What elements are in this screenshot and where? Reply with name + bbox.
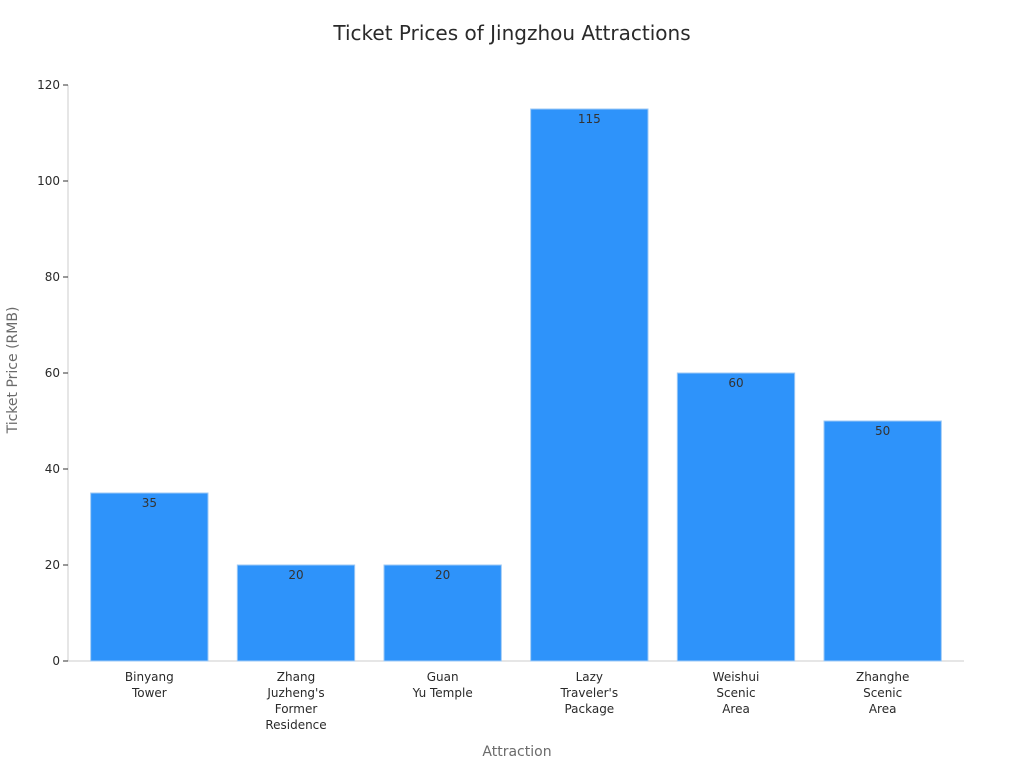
x-tick-label-line: Binyang	[125, 670, 174, 684]
x-tick-label-line: Former	[275, 702, 318, 716]
bars	[90, 108, 942, 662]
x-tick-label-line: Residence	[265, 718, 326, 732]
bar	[530, 108, 649, 662]
x-tick-label-line: Scenic	[863, 686, 902, 700]
x-tick-label-line: Area	[722, 702, 750, 716]
bar-value-label: 115	[578, 112, 601, 126]
bar	[236, 564, 356, 662]
x-tick-label-line: Scenic	[716, 686, 755, 700]
y-axis-label: Ticket Price (RMB)	[5, 307, 21, 435]
x-tick-label: Lazy Traveler's Package	[560, 670, 619, 716]
y-tick-label: 100	[37, 174, 60, 188]
x-tick-label-line: Weishui	[713, 670, 760, 684]
x-tick-label-line: Guan	[427, 670, 459, 684]
x-tick-label-line: Area	[869, 702, 897, 716]
y-tick-label: 120	[37, 78, 60, 92]
bar-value-label: 60	[728, 376, 743, 390]
axes: 0 20 40 60 80 100 120	[37, 78, 964, 668]
x-tick-label: Weishui Scenic Area	[713, 670, 760, 716]
x-tick-label: Zhanghe Scenic Area	[856, 670, 909, 716]
bar-value-label: 35	[142, 496, 157, 510]
x-tick-label: Binyang Tower	[125, 670, 174, 700]
y-tick-label: 20	[45, 558, 60, 572]
x-axis-label: Attraction	[482, 744, 551, 760]
bar-value-label: 20	[435, 568, 450, 582]
x-tick-label-line: Zhanghe	[856, 670, 909, 684]
bar-value-label: 20	[288, 568, 303, 582]
bar-value-label: 50	[875, 424, 890, 438]
x-tick-label-line: Juzheng's	[266, 686, 324, 700]
y-tick-label: 0	[52, 654, 60, 668]
y-tick-label: 60	[45, 366, 60, 380]
x-tick-label: Zhang Juzheng's Former Residence	[265, 670, 326, 732]
x-tick-label: Guan Yu Temple	[412, 670, 473, 700]
y-tick-label: 40	[45, 462, 60, 476]
x-tick-label-line: Tower	[131, 686, 167, 700]
x-tick-label-line: Package	[564, 702, 614, 716]
x-tick-label-line: Lazy	[576, 670, 603, 684]
labels: 35 Binyang Tower 20 Zhang Juzheng's Former Resi…	[125, 112, 909, 732]
x-tick-label-line: Yu Temple	[412, 686, 473, 700]
x-tick-label-line: Zhang	[277, 670, 315, 684]
bar	[90, 492, 209, 662]
x-tick-label-line: Traveler's	[560, 686, 619, 700]
bar	[823, 420, 942, 662]
bar	[676, 372, 796, 662]
bar	[383, 564, 502, 662]
y-tick-label: 80	[45, 270, 60, 284]
chart-title: Ticket Prices of Jingzhou Attractions	[332, 21, 690, 45]
